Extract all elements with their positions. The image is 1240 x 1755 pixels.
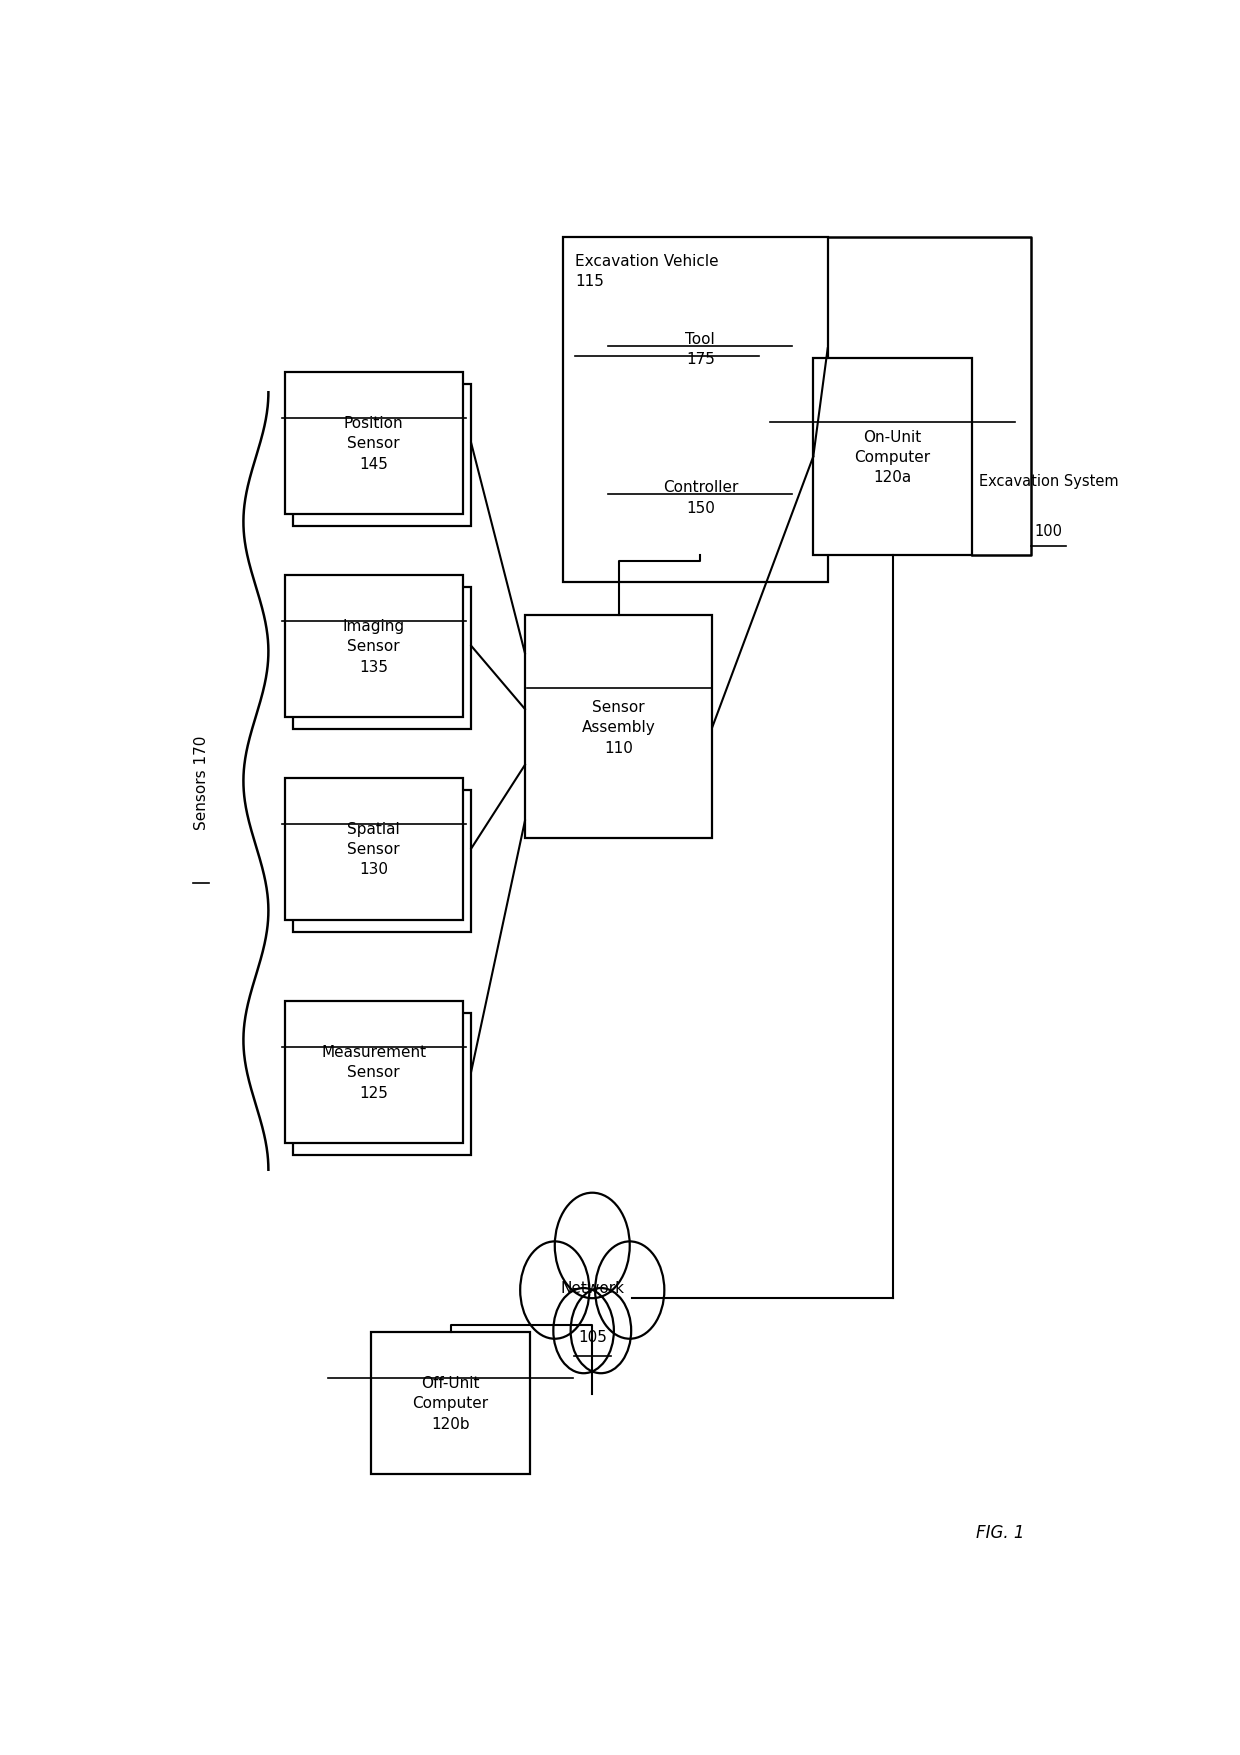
Text: Sensor
Assembly
110: Sensor Assembly 110: [582, 700, 656, 755]
Bar: [294, 1013, 471, 1155]
Text: Position
Sensor
145: Position Sensor 145: [343, 416, 403, 472]
Bar: [546, 1244, 639, 1337]
Text: On-Unit
Computer
120a: On-Unit Computer 120a: [854, 430, 931, 484]
Bar: [285, 1000, 463, 1143]
Bar: [635, 291, 765, 407]
Bar: [525, 616, 713, 839]
Bar: [563, 237, 828, 583]
Text: 105: 105: [578, 1329, 606, 1344]
Bar: [294, 790, 471, 932]
Text: Imaging
Sensor
135: Imaging Sensor 135: [342, 618, 404, 674]
Text: 100: 100: [1034, 523, 1063, 539]
Text: FIG. 1: FIG. 1: [976, 1523, 1025, 1541]
Text: Tool
175: Tool 175: [686, 332, 715, 367]
Bar: [285, 777, 463, 920]
Bar: [635, 441, 765, 555]
Bar: [294, 588, 471, 730]
Bar: [294, 384, 471, 526]
Text: Excavation System: Excavation System: [978, 474, 1118, 488]
Text: Spatial
Sensor
130: Spatial Sensor 130: [347, 821, 401, 878]
Bar: [285, 372, 463, 514]
Text: Sensors 170: Sensors 170: [193, 735, 208, 830]
Text: Network: Network: [560, 1279, 624, 1295]
Bar: [371, 1332, 529, 1474]
Text: Excavation Vehicle
115: Excavation Vehicle 115: [575, 254, 719, 290]
Text: Measurement
Sensor
125: Measurement Sensor 125: [321, 1044, 427, 1100]
Bar: [813, 360, 972, 555]
Text: Controller
150: Controller 150: [662, 481, 738, 516]
Text: Off-Unit
Computer
120b: Off-Unit Computer 120b: [413, 1376, 489, 1430]
Bar: [285, 576, 463, 718]
